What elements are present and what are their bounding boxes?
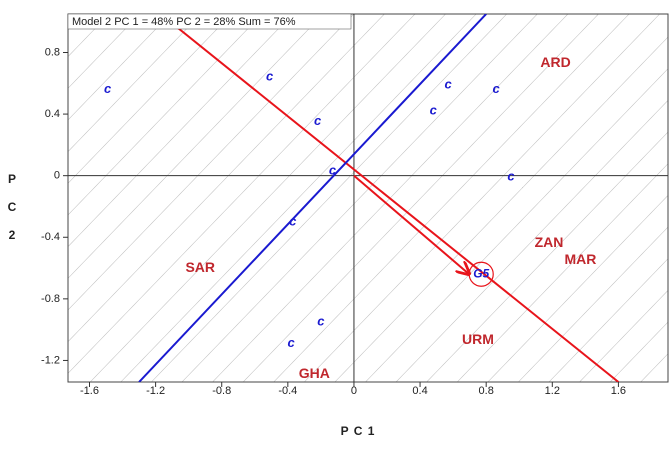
y-axis-label: P C 2 <box>5 172 19 242</box>
genotype-point: c <box>445 76 453 91</box>
environment-point: URM <box>462 331 494 347</box>
x-tick-label: 0.8 <box>479 385 494 397</box>
x-tick-label: 0.4 <box>412 385 427 397</box>
environment-point: SAR <box>185 259 215 275</box>
genotype-point: c <box>288 335 296 350</box>
genotype-point: c <box>266 69 274 84</box>
x-tick-label: -0.4 <box>278 385 297 397</box>
x-tick-label: -0.8 <box>212 385 231 397</box>
x-axis-label: P C 1 <box>341 424 376 438</box>
y-tick-label: -0.4 <box>41 231 60 243</box>
chart-title: Model 2 PC 1 = 48% PC 2 = 28% Sum = 76% <box>72 16 296 28</box>
environment-point: GHA <box>299 365 330 381</box>
highlight-label: G5 <box>473 266 489 280</box>
x-tick-label: 0 <box>351 385 357 397</box>
y-tick-label: -1.2 <box>41 354 60 366</box>
vector-line <box>159 14 620 382</box>
y-tick-label: 0.4 <box>45 108 60 120</box>
title-box <box>67 13 352 30</box>
genotype-point: c <box>104 81 112 96</box>
genotype-point: c <box>507 169 515 184</box>
genotype-point: c <box>430 102 438 117</box>
x-tick-label: 1.2 <box>545 385 560 397</box>
vector-line <box>138 14 487 382</box>
genotype-point: c <box>314 113 322 128</box>
x-tick-label: -1.2 <box>146 385 165 397</box>
environment-point: MAR <box>564 251 596 267</box>
genotype-point: c <box>492 81 500 96</box>
environment-point: ZAN <box>535 234 564 250</box>
x-tick-label: 1.6 <box>611 385 626 397</box>
x-tick-label: -1.6 <box>80 385 99 397</box>
plot <box>68 14 668 382</box>
plot-area <box>67 13 669 383</box>
y-tick-label: 0 <box>54 170 60 182</box>
y-tick-label: 0.8 <box>45 46 60 58</box>
environment-point: ARD <box>540 54 570 70</box>
genotype-point: c <box>317 313 325 328</box>
arrow <box>353 174 469 275</box>
highlight-circle <box>468 261 494 287</box>
y-tick-label: -0.8 <box>41 293 60 305</box>
genotype-point: c <box>289 213 297 228</box>
genotype-point: c <box>329 162 337 177</box>
